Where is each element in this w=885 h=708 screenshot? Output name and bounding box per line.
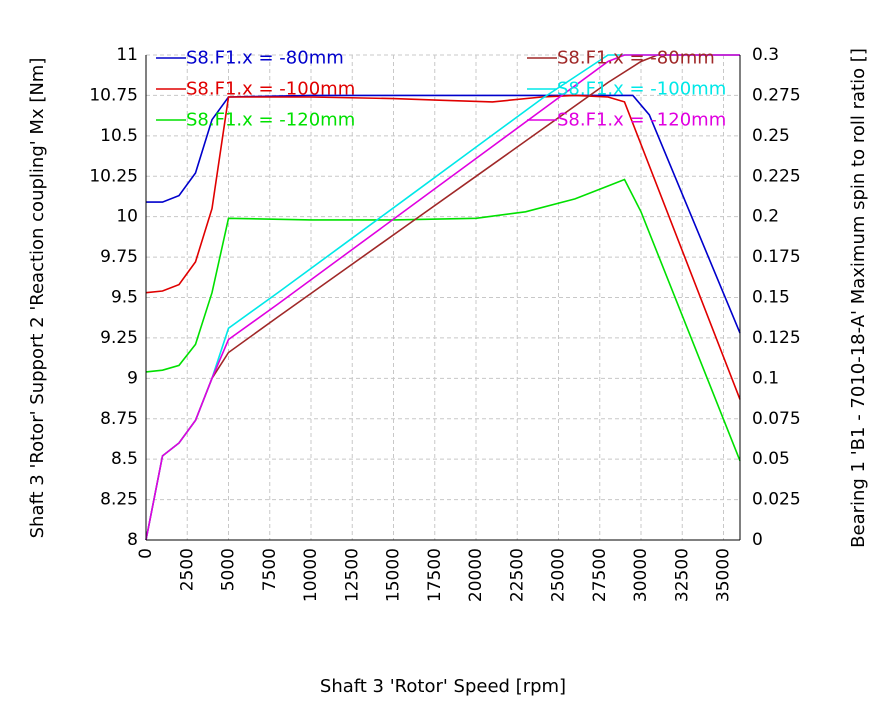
y-right-tick-label: 0.125 [752,328,801,348]
y-left-tick-label: 11 [116,45,138,65]
legend-layer: S8.F1.x = -80mm S8.F1.x = -100mm S8.F1.x =… [156,48,726,131]
x-tick-label: 20000 [466,548,486,602]
series-line-right-5 [145,54,740,541]
y-left-tick-label: 9.25 [100,328,138,348]
x-tick-label: 32500 [672,548,692,602]
legend-entry: S8.F1.x = -100mm [186,79,355,100]
x-tick-label: 7500 [260,548,280,591]
x-tick-label: 0 [136,548,156,559]
x-tick-label: 15000 [384,548,404,602]
y-right-tick-label: 0.15 [752,288,790,308]
axes-layer [145,55,741,541]
legend-entry: S8.F1.x = -80mm [186,48,344,69]
series-layer [145,54,741,541]
y-right-tick-label: 0.225 [752,166,801,186]
legend-entry: S8.F1.x = -120mm [186,110,355,131]
x-tick-label: 27500 [590,548,610,602]
x-tick-label: 2500 [177,548,197,591]
x-tick-label: 25000 [549,548,569,602]
y-right-tick-label: 0.05 [752,449,790,469]
series-line-left-0 [146,94,741,334]
y-left-tick-label: 9.75 [100,247,138,267]
y-left-tick-label: 10.25 [89,166,138,186]
y-left-tick-label: 10.75 [89,85,138,105]
legend-entry: S8.F1.x = -80mm [557,48,715,69]
y-right-tick-label: 0.3 [752,45,779,65]
y-left-tick-label: 8 [127,530,138,550]
x-tick-label: 10000 [301,548,321,602]
y-right-tick-label: 0 [752,530,763,550]
y-left-tick-label: 10.5 [100,126,138,146]
y-left-tick-label: 8.25 [100,490,138,510]
y-right-tick-label: 0.25 [752,126,790,146]
x-axis-title: Shaft 3 'Rotor' Speed [rpm] [320,676,566,697]
y-left-tick-label: 9.5 [111,288,138,308]
y-right-tick-label: 0.1 [752,368,779,388]
x-tick-label: 5000 [219,548,239,591]
legend-entry: S8.F1.x = -100mm [557,79,726,100]
y-left-tick-label: 9 [127,368,138,388]
series-line-left-1 [145,94,741,400]
y-right-tick-label: 0.2 [752,207,779,227]
legend-entry: S8.F1.x = -120mm [557,110,726,131]
ticks-layer: 0 2500 5000 7500 10000 12500 15000 17500 20000 22… [89,45,800,602]
x-tick-label: 22500 [507,548,527,602]
x-tick-label: 30000 [631,548,651,602]
y-right-tick-label: 0.025 [752,490,801,510]
x-tick-label: 35000 [714,548,734,602]
x-tick-label: 17500 [425,548,445,602]
y-right-tick-label: 0.075 [752,409,801,429]
x-tick-label: 12500 [342,548,362,602]
y-left-axis-title: Shaft 3 'Rotor' Support 2 'Reaction coup… [27,58,48,539]
y-left-tick-label: 10 [116,207,138,227]
y-right-tick-label: 0.175 [752,247,801,267]
y-left-tick-label: 8.5 [111,449,138,469]
y-left-tick-label: 8.75 [100,409,138,429]
y-right-tick-label: 0.275 [752,85,801,105]
y-right-axis-title: Bearing 1 'B1 - 7010-18-A' Maximum spin … [848,48,869,548]
